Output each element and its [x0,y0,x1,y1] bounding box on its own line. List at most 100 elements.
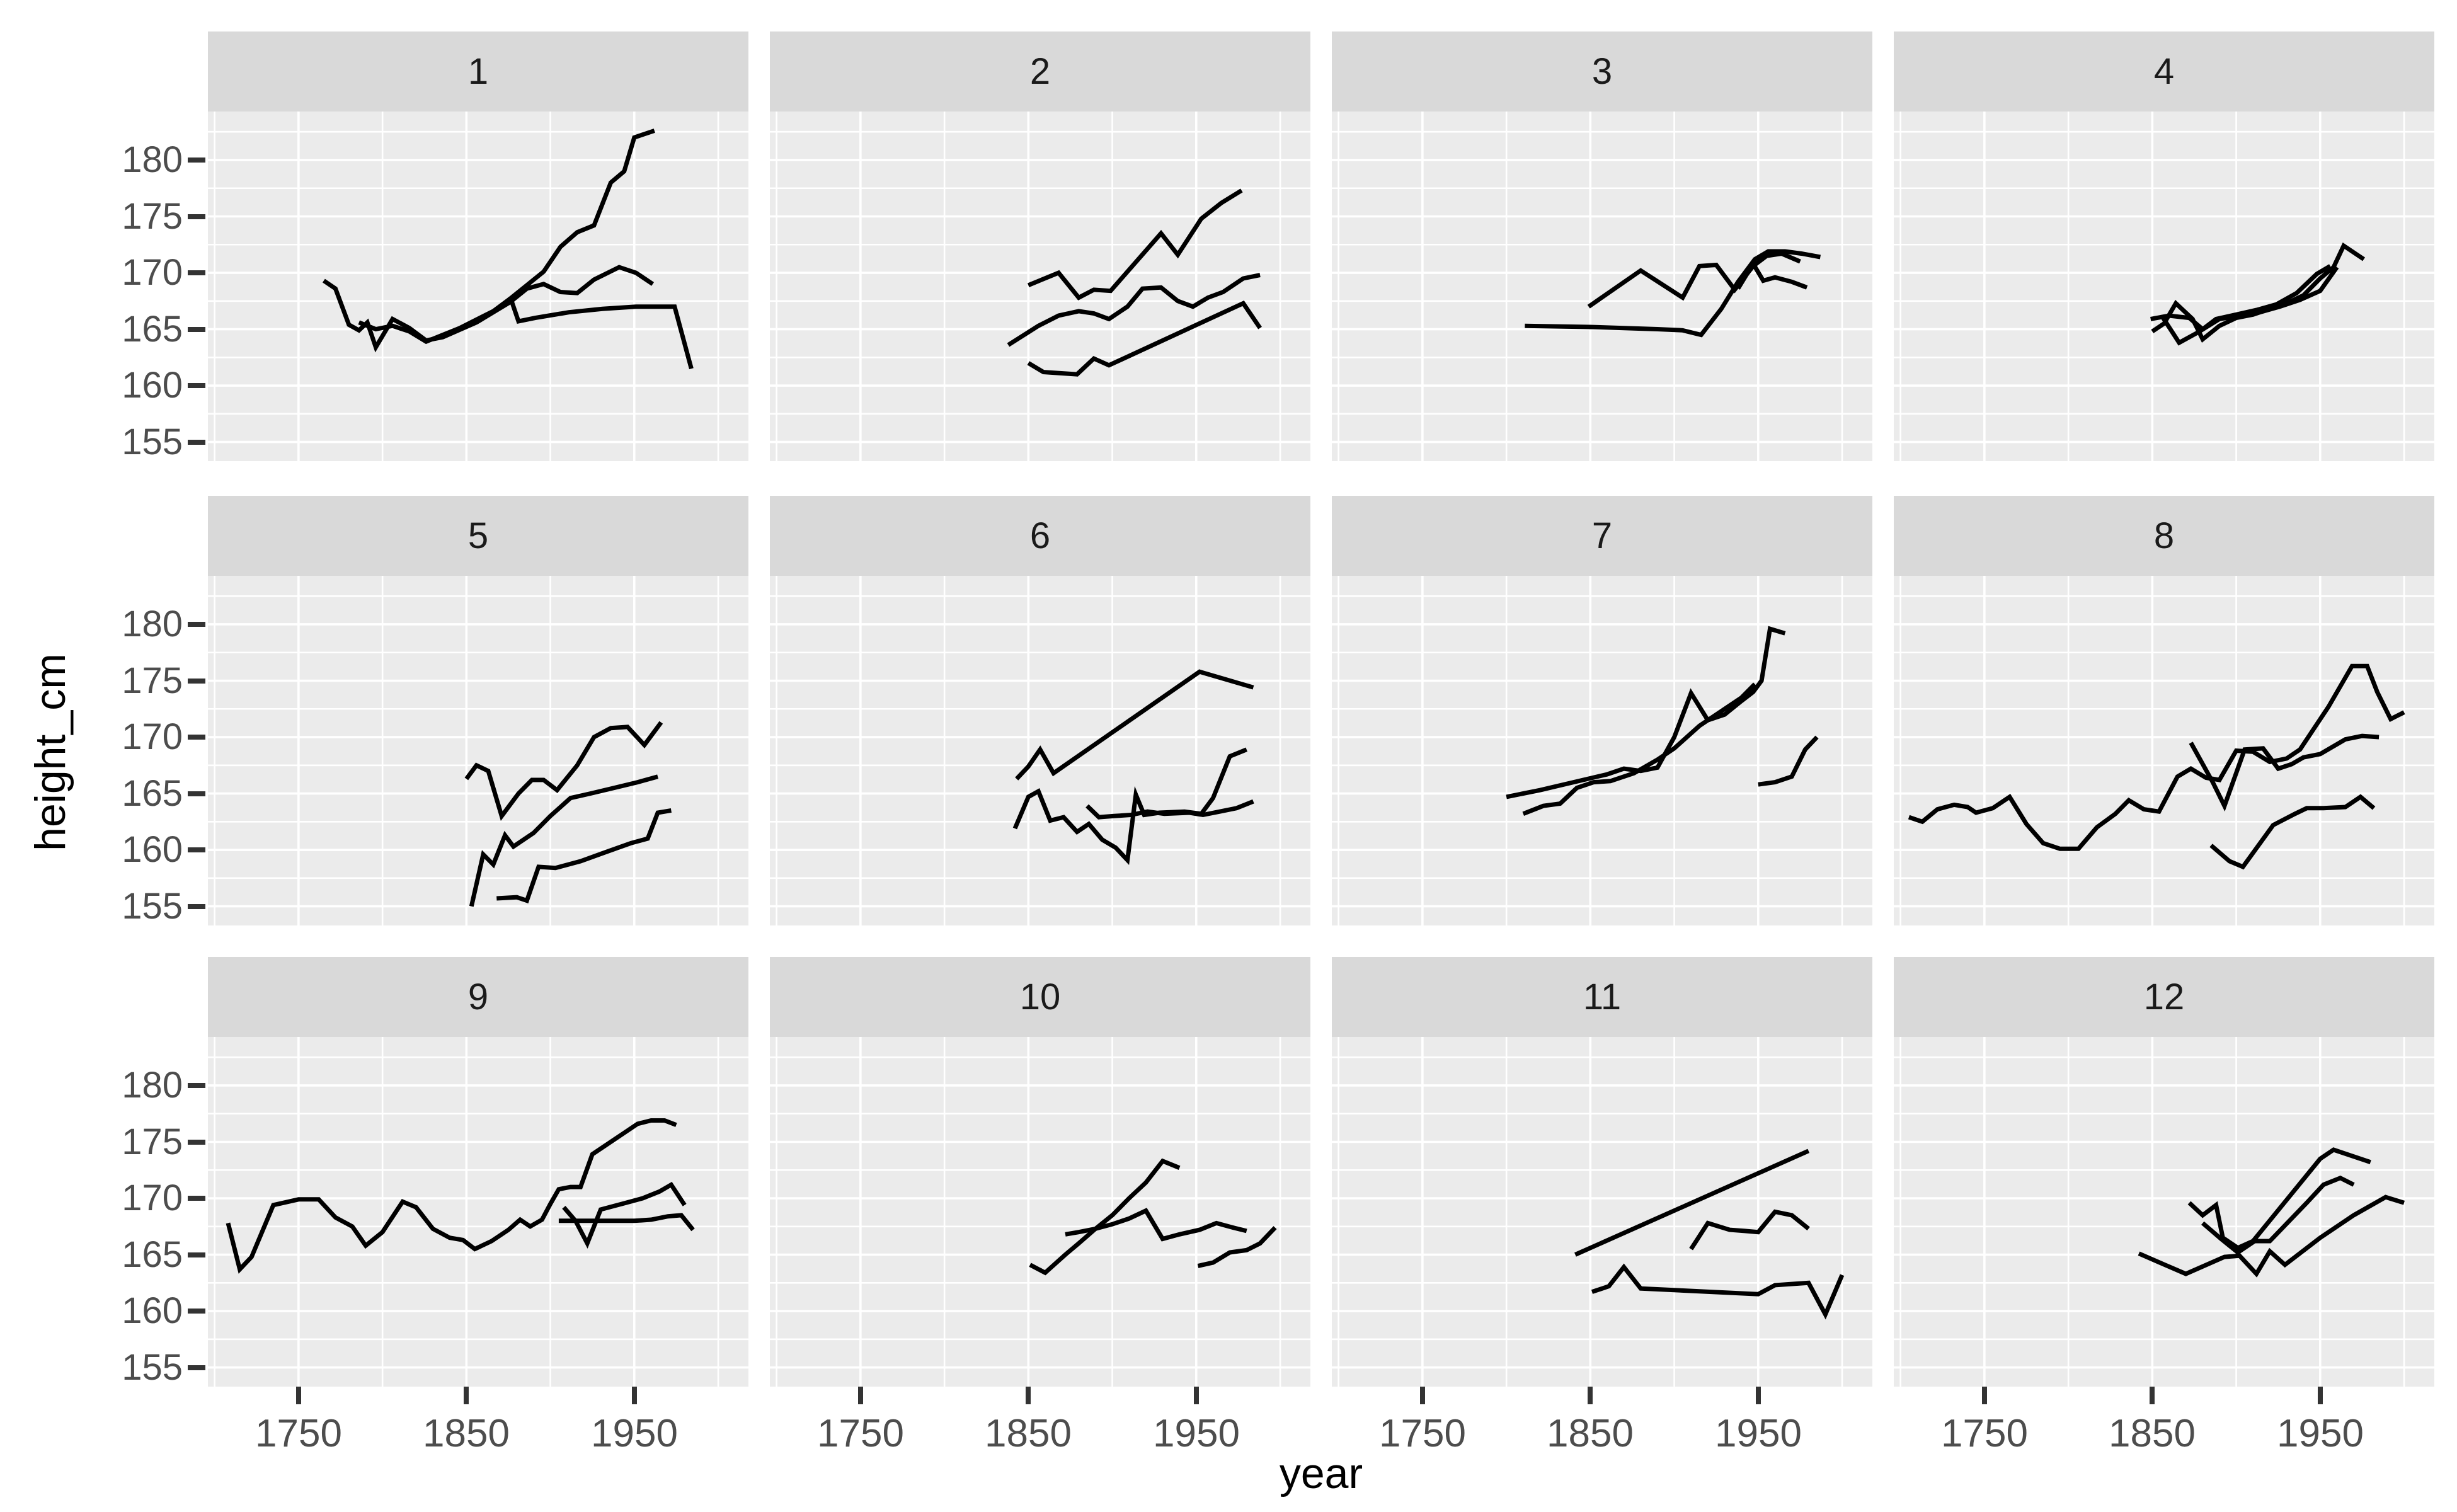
series-line-line-b [1587,251,1801,309]
x-tick-mark [1026,1387,1031,1404]
x-tick-mark [296,1387,301,1404]
facet-strip-label: 11 [1583,976,1622,1017]
x-tick-mark [1194,1387,1199,1404]
gridlines [1332,1037,1872,1387]
facet-strip: 3 [1332,32,1872,112]
series-line-line-a [1027,188,1243,301]
facet-panel [208,112,748,461]
series-line-line-a [226,1118,677,1274]
series-line-line-c [1027,300,1262,377]
facet-panel [770,112,1310,461]
y-tick-label: 160 [122,1290,183,1331]
y-tick-label: 170 [122,252,183,293]
series-line-line-c [558,1213,695,1232]
x-tick-mark [2150,1387,2155,1404]
gridlines [1332,576,1872,925]
facet-strip-label: 9 [467,976,489,1017]
y-tick-label: 180 [122,604,183,644]
x-tick-label: 1750 [1941,1412,2028,1455]
series-line-line-c [1758,735,1819,787]
panel-background [1332,576,1872,925]
series-line-line-b [2189,733,2380,812]
x-tick-mark [1588,1387,1593,1404]
y-tick-label: 180 [122,139,183,180]
y-tick-mark [188,1140,205,1145]
x-tick-label: 1850 [985,1412,1072,1455]
series-line-line-a [1574,1148,1810,1257]
y-tick-label: 175 [122,660,183,701]
y-tick-mark [188,679,205,684]
facet-strip: 9 [208,957,748,1037]
panel-background [770,1037,1310,1387]
x-tick-label: 1750 [1379,1412,1466,1455]
y-tick-label: 165 [122,773,183,814]
facet-strip: 7 [1332,496,1872,576]
x-axis-title: year [1279,1450,1363,1498]
series-line-line-c [1591,1263,1845,1320]
y-tick-label: 155 [122,421,183,462]
facet-strip-label: 8 [2153,515,2175,556]
y-tick-mark [188,1252,205,1257]
facet-strip-label: 6 [1029,515,1051,556]
y-tick-label: 160 [122,365,183,406]
y-tick-label: 175 [122,1121,183,1162]
series-line-line-b [1522,682,1756,816]
facet-strip: 10 [770,957,1310,1037]
gridlines [208,576,748,925]
facet-strip-label: 5 [467,515,489,556]
facet-panel [208,576,748,925]
x-tick-label: 1850 [1547,1412,1634,1455]
series-line-line-a [1015,669,1254,781]
facet-strip: 5 [208,496,748,576]
facet-panel [1332,576,1872,925]
facet-strip: 6 [770,496,1310,576]
x-tick-label: 1850 [423,1412,510,1455]
facet-strip: 1 [208,32,748,112]
facet-strip: 8 [1894,496,2434,576]
gridlines [1894,1037,2434,1387]
x-tick-label: 1850 [2109,1412,2196,1455]
y-tick-label: 155 [122,886,183,927]
series-line-line-b [358,129,655,345]
panel-background [1894,576,2434,925]
x-tick-label: 1950 [1715,1412,1802,1455]
series-line-line-b [1007,273,1261,347]
x-tick-mark [464,1387,469,1404]
facet-panel [1332,1037,1872,1387]
facet-panel [770,576,1310,925]
gridlines [1894,112,2434,461]
y-tick-mark [188,270,205,275]
facet-strip-label: 4 [2153,51,2175,92]
series-line-line-b [1689,1209,1810,1251]
y-tick-label: 170 [122,1177,183,1218]
x-tick-mark [2318,1387,2323,1404]
facet-strip-label: 2 [1029,51,1051,92]
series-line-line-c [496,808,672,904]
series-line-line-a [464,721,663,821]
facet-strip-label: 1 [467,51,489,92]
series-line-line-c [1085,799,1254,820]
series-line-line-a [2187,1147,2371,1251]
series-line-line-b [2201,1175,2355,1256]
series-line-line-c [2138,1194,2405,1278]
series-line-line-a [1029,1158,1181,1276]
panel-background [1894,1037,2434,1387]
panel-background [1332,1037,1872,1387]
series-line-line-c [2209,794,2376,870]
series-line-line-c [508,295,694,370]
series-line-line-c [1197,1226,1277,1268]
x-tick-mark [632,1387,637,1404]
series-line-line-a [1506,626,1786,799]
y-tick-mark [188,791,205,796]
facet-strip-label: 3 [1591,51,1613,92]
facet-panel [1894,112,2434,461]
facet-strip-label: 12 [2143,976,2185,1017]
series-line-line-c [1736,259,1808,290]
y-tick-label: 170 [122,716,183,757]
y-tick-mark [188,327,205,332]
x-tick-mark [1982,1387,1987,1404]
y-tick-mark [188,440,205,445]
y-tick-mark [188,1196,205,1201]
panel-background [1894,112,2434,461]
